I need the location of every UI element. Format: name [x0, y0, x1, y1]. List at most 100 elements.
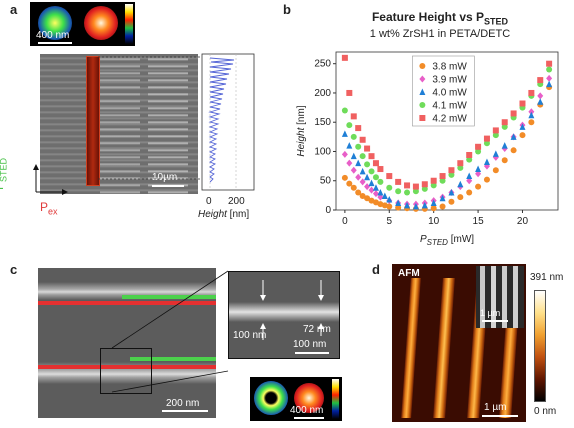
zoom-line: [229, 302, 339, 322]
colorbar-max-label: 391 nm: [530, 272, 564, 283]
data-point: [519, 100, 526, 107]
psf-c-scalebar-text: 400 nm: [290, 405, 324, 416]
x-tick-label: 0: [342, 216, 348, 227]
data-point: [346, 122, 353, 129]
panel-d-label: d: [372, 262, 380, 277]
data-point: [386, 195, 393, 203]
data-point: [457, 160, 464, 167]
profile-cut-region: [86, 56, 100, 186]
data-point: [412, 188, 419, 195]
data-point: [475, 183, 482, 190]
structure-column: [100, 54, 140, 194]
panel-c-psf-inset: 400 nm: [250, 377, 342, 421]
x-tick-label: 20: [517, 216, 529, 227]
data-point: [546, 60, 553, 67]
width-arrows: [260, 280, 324, 340]
profile-xlabel-unit: [nm]: [226, 209, 250, 220]
data-point: [355, 125, 362, 132]
chart-title: Feature Height vs PSTED: [330, 10, 550, 26]
data-point: [395, 178, 402, 185]
chart-subtitle: 1 wt% ZrSH1 in PETA/DETC: [369, 28, 511, 40]
pex-axis-label: Pex: [40, 200, 58, 216]
psf-colorbar-c: [332, 379, 339, 419]
panel-c-label: c: [10, 262, 18, 277]
data-point: [439, 194, 446, 202]
data-point: [350, 184, 357, 191]
data-point: [381, 192, 388, 199]
chart-title-main: Feature Height vs P: [371, 10, 484, 24]
x-tick-label: 5: [386, 216, 392, 227]
sem-inset-scalebar-line: [482, 320, 508, 322]
data-point: [519, 132, 526, 139]
data-point: [439, 203, 446, 210]
data-point: [359, 153, 366, 160]
sted-line-upper: [122, 295, 216, 299]
data-point: [359, 136, 366, 143]
data-point: [364, 173, 371, 181]
data-point: [355, 173, 362, 181]
data-point: [341, 130, 348, 137]
legend-label: 3.8 mW: [432, 62, 467, 73]
data-point: [537, 92, 544, 100]
inset-scalebar-line: [295, 352, 329, 354]
legend-marker: [419, 102, 426, 108]
data-point: [364, 183, 371, 191]
legend-label: 4.2 mW: [432, 114, 467, 125]
data-point: [368, 186, 375, 194]
afm-line: [401, 278, 421, 418]
panel-a-label: a: [10, 2, 18, 17]
data-point: [395, 199, 402, 206]
data-point: [359, 167, 366, 175]
legend-marker: [419, 75, 426, 83]
legend-label: 4.1 mW: [432, 101, 467, 112]
inset-scalebar-text: 100 nm: [293, 339, 327, 350]
data-point: [412, 202, 419, 210]
data-point: [501, 119, 508, 126]
psf-sted-spot: [84, 6, 118, 40]
data-point: [501, 157, 508, 164]
data-point: [501, 142, 508, 149]
psf-scalebar-line: [38, 42, 72, 44]
afm-colorbar: [534, 290, 546, 402]
data-point: [466, 156, 473, 163]
psf-donut-spot: [254, 381, 288, 415]
data-point: [372, 174, 379, 181]
data-point: [510, 147, 517, 154]
data-point: [364, 195, 371, 202]
zoom-box: [100, 348, 152, 394]
zoom-connector-lines: [111, 270, 229, 393]
data-point: [377, 188, 384, 196]
data-point: [492, 132, 499, 139]
data-point: [368, 153, 375, 160]
y-tick-label: 150: [314, 117, 331, 128]
data-point: [430, 177, 437, 184]
data-point: [546, 74, 553, 82]
data-point: [483, 135, 490, 142]
sted-line-lower: [130, 357, 216, 361]
profile-tick-200: 200: [228, 196, 245, 207]
data-point: [368, 179, 375, 187]
plot-frame: [335, 51, 559, 211]
panel-a-axis-arrows: [33, 164, 68, 195]
data-point: [457, 164, 464, 171]
data-point: [448, 167, 455, 174]
data-point: [430, 182, 437, 189]
data-point: [368, 168, 375, 175]
profile-xlabel-height: Height: [198, 209, 227, 220]
y-tick-label: 0: [325, 205, 331, 216]
psf-colorbar: [125, 4, 133, 44]
data-point: [475, 148, 482, 155]
data-point: [350, 133, 357, 140]
data-point: [421, 181, 428, 188]
sem-inset-line: [480, 266, 485, 328]
data-point: [377, 166, 384, 173]
data-point: [448, 171, 455, 178]
data-point: [457, 194, 464, 201]
data-point: [546, 80, 553, 88]
data-point: [528, 119, 535, 126]
main-scalebar-line: [162, 410, 208, 412]
data-point: [528, 111, 535, 119]
structure-column: [148, 54, 188, 194]
data-point: [341, 174, 348, 181]
